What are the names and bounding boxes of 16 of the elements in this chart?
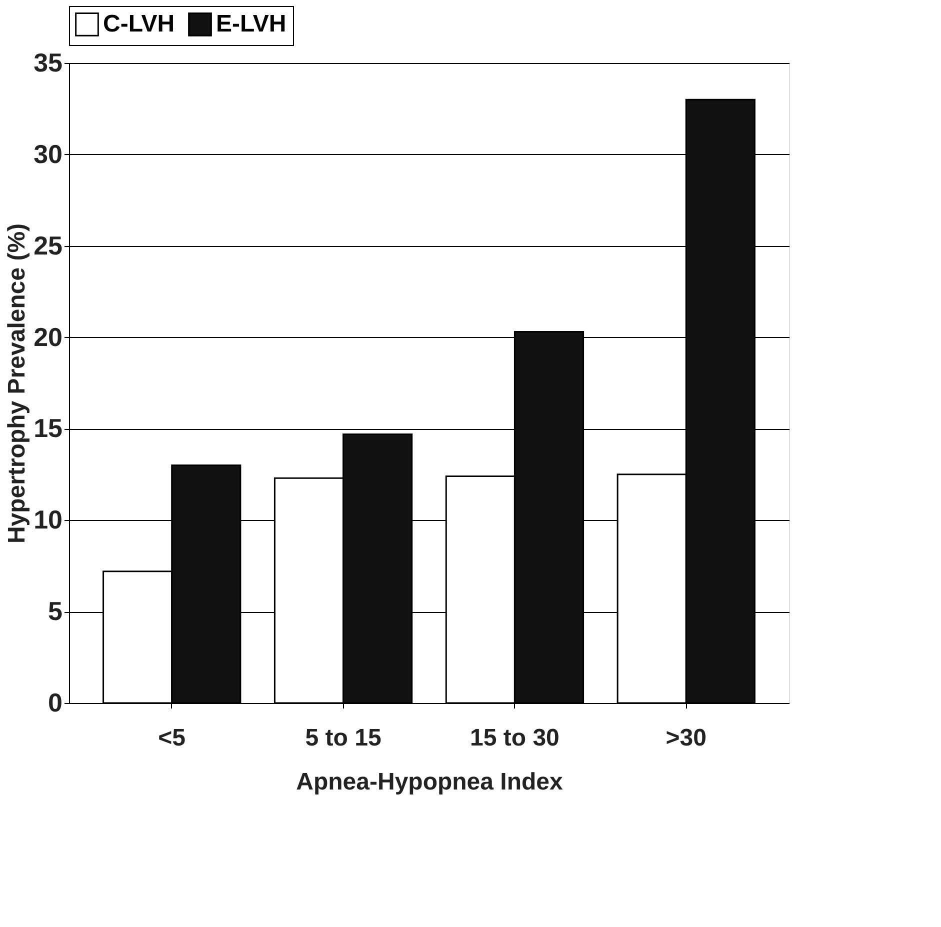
y-tick-label: 0: [48, 688, 62, 718]
y-tick-label: 15: [34, 413, 62, 444]
x-tick-label: 5 to 15: [305, 724, 382, 752]
y-axis-title: Hypertrophy Prevalence (%): [4, 223, 31, 544]
legend-label: E-LVH: [216, 10, 286, 38]
y-tick-label: 25: [34, 230, 62, 260]
y-tick-label: 20: [34, 322, 62, 352]
y-tick-label: 35: [34, 48, 62, 78]
x-axis-title: Apnea-Hypopnea Index: [296, 768, 564, 796]
y-tick-label: 30: [34, 138, 62, 169]
y-tick-label: 5: [48, 596, 62, 626]
x-tick-label: >30: [666, 724, 706, 752]
x-tick-label: 15 to 30: [470, 724, 560, 752]
legend-label: C-LVH: [103, 10, 175, 38]
x-tick-label: <5: [158, 724, 186, 752]
y-tick-label: 10: [34, 504, 62, 535]
